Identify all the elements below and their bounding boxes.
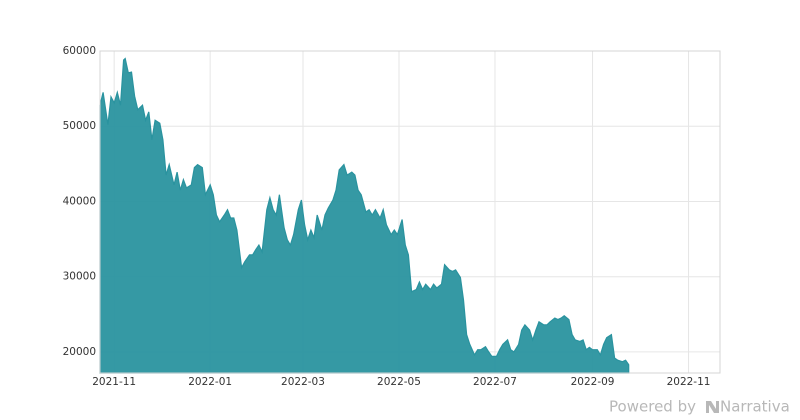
credit-brand: Narrativa — [720, 398, 790, 416]
y-tick-label: 60000 — [63, 45, 96, 57]
x-tick-label: 2022-07 — [473, 376, 517, 388]
y-tick-label: 30000 — [63, 271, 96, 283]
plot-frame — [99, 50, 721, 374]
x-tick-label: 2022-09 — [571, 376, 615, 388]
area — [99, 57, 630, 374]
x-tick-label: 2022-11 — [667, 376, 711, 388]
y-tick-label: 40000 — [63, 195, 96, 207]
x-tick-label: 2022-05 — [377, 376, 421, 388]
y-tick-label: 20000 — [63, 346, 96, 358]
x-tick-label: 2022-01 — [188, 376, 232, 388]
credit-prefix: Powered by — [609, 398, 696, 416]
x-tick-label: 2021-11 — [92, 376, 136, 388]
x-tick-label: 2022-03 — [281, 376, 325, 388]
brand-logo — [706, 401, 719, 413]
y-tick-label: 50000 — [63, 120, 96, 132]
